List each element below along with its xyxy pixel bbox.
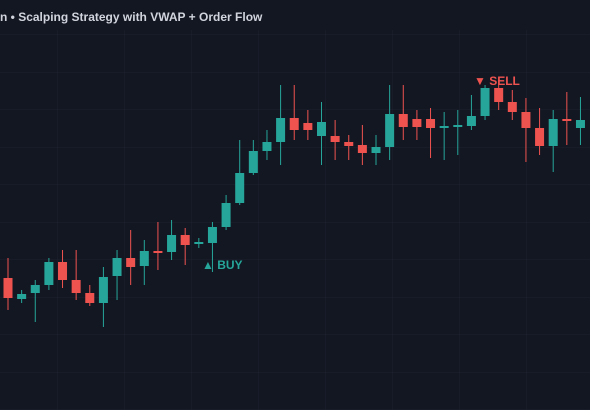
candle-body: [221, 203, 231, 227]
candle-body: [235, 173, 245, 203]
candle-body: [180, 235, 190, 245]
candle-body: [398, 114, 408, 127]
candle-body: [207, 227, 217, 243]
candle-body: [17, 294, 27, 299]
candle-body: [344, 142, 354, 146]
candle-body: [44, 262, 54, 285]
candles: [3, 80, 585, 327]
candle-body: [426, 119, 436, 128]
chart-title: n • Scalping Strategy with VWAP + Order …: [0, 10, 263, 24]
candle-body: [357, 145, 367, 153]
candle-body: [3, 278, 13, 298]
candle-body: [153, 251, 163, 253]
candle-body: [276, 118, 286, 142]
candle-body: [535, 128, 545, 146]
candle-body: [480, 88, 490, 116]
candle-body: [507, 102, 517, 112]
candle-body: [289, 118, 299, 130]
candle-body: [562, 119, 572, 121]
candle-body: [126, 258, 136, 267]
candle-body: [303, 123, 313, 130]
candle-body: [439, 126, 449, 128]
grid: [0, 30, 590, 410]
buy-annotation: ▲ BUY: [202, 258, 243, 272]
candle-body: [30, 285, 40, 293]
candle-body: [316, 122, 326, 136]
candle-body: [412, 119, 422, 127]
candle-body: [330, 136, 340, 142]
candle-body: [167, 235, 177, 252]
candle-body: [248, 151, 258, 173]
candle-body: [385, 114, 395, 147]
candle-body: [98, 277, 108, 303]
candle-body: [575, 120, 585, 128]
candle-body: [58, 262, 68, 280]
candle-body: [85, 293, 95, 303]
sell-annotation: ▼ SELL: [474, 74, 520, 88]
candle-body: [139, 251, 149, 266]
candle-body: [453, 125, 463, 127]
candle-body: [521, 112, 531, 128]
candle-body: [494, 88, 504, 102]
candle-body: [112, 258, 122, 276]
candle-body: [194, 242, 204, 244]
candle-body: [71, 280, 81, 293]
candle-body: [548, 119, 558, 146]
candle-body: [466, 116, 476, 126]
candle-body: [371, 147, 381, 153]
candle-body: [262, 142, 272, 151]
